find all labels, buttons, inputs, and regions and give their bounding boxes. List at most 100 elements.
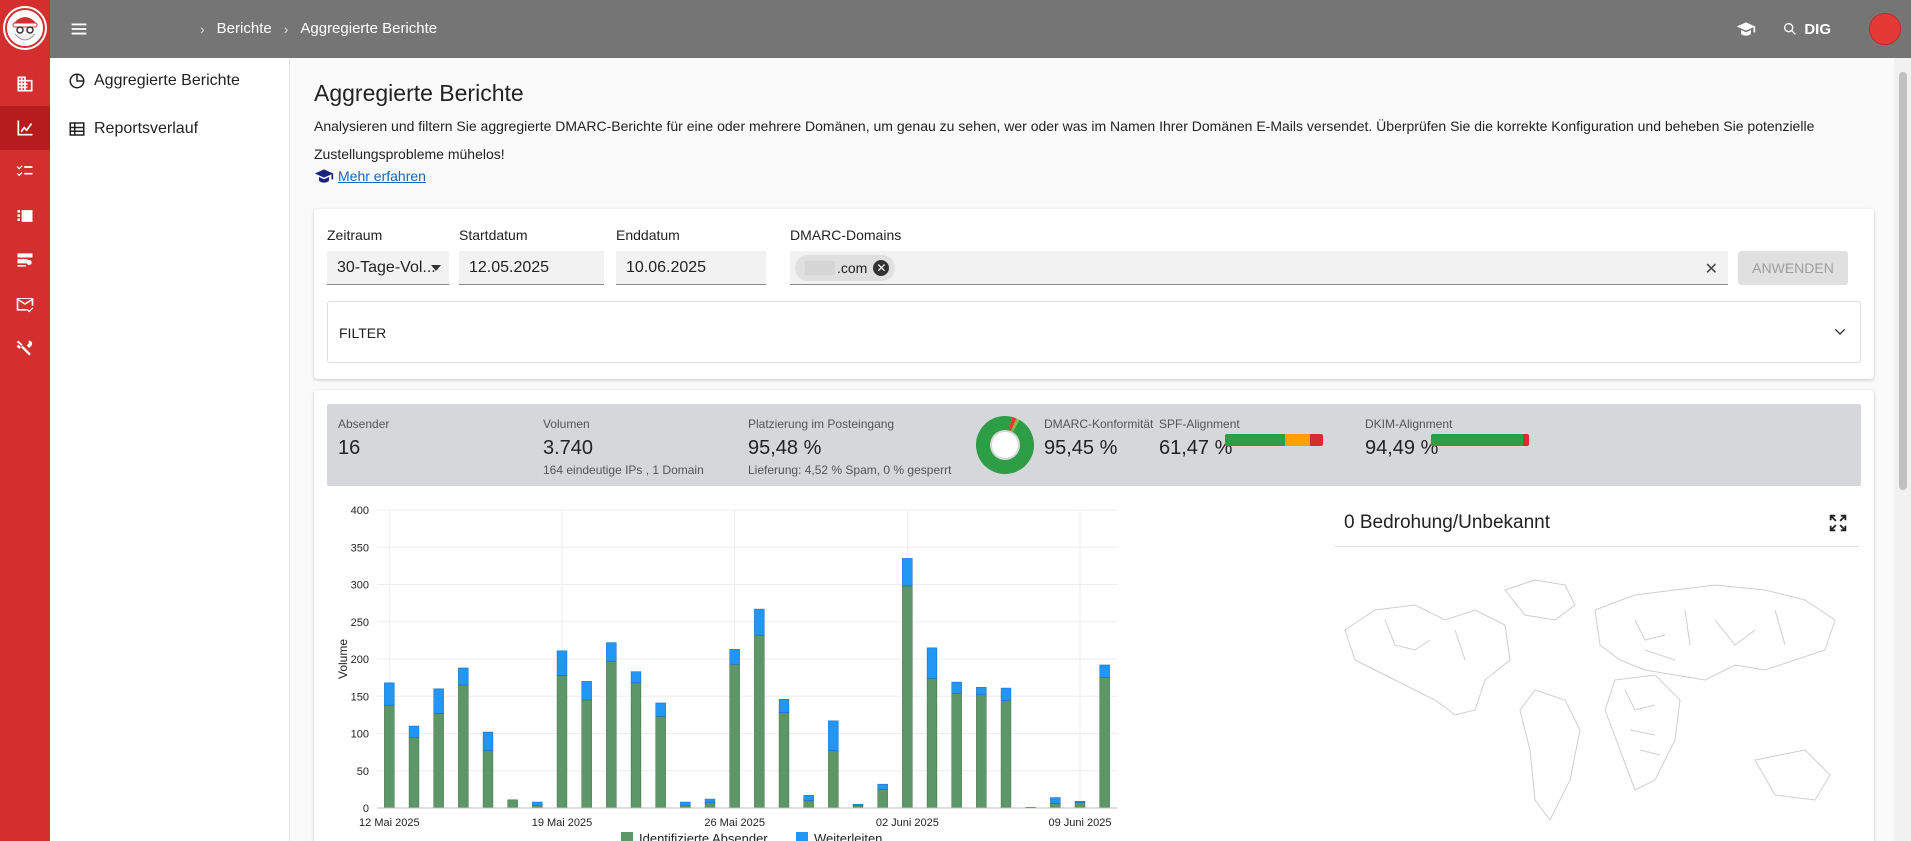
rail-list-button[interactable] xyxy=(0,194,50,238)
bar-forwarding[interactable] xyxy=(655,702,666,717)
bar-identified[interactable] xyxy=(482,750,494,809)
rail-tools-button[interactable] xyxy=(0,326,50,370)
bar-forwarding[interactable] xyxy=(680,801,691,807)
app-logo[interactable] xyxy=(3,6,47,50)
bar-forwarding[interactable] xyxy=(976,687,987,696)
line-chart-icon xyxy=(17,120,33,136)
start-date-field[interactable]: 12.05.2025 xyxy=(459,251,604,285)
bar-identified[interactable] xyxy=(1000,700,1012,809)
menu-icon[interactable] xyxy=(68,18,90,40)
bar-forwarding[interactable] xyxy=(778,698,790,713)
bar-forwarding[interactable] xyxy=(458,667,469,686)
clear-icon[interactable]: ✕ xyxy=(1704,261,1718,278)
bar-identified[interactable] xyxy=(951,693,962,809)
bar-identified[interactable] xyxy=(926,678,938,809)
search-button[interactable]: DIG xyxy=(1782,21,1831,38)
bar-forwarding[interactable] xyxy=(1074,801,1086,804)
bar-forwarding[interactable] xyxy=(1099,664,1110,678)
stat-label: Volumen xyxy=(543,417,590,431)
bar-forwarding[interactable] xyxy=(828,720,839,751)
legend-label[interactable]: Weiterleiten xyxy=(814,831,882,841)
filter-accordion[interactable]: FILTER xyxy=(327,301,1861,363)
breadcrumb-berichte[interactable]: Berichte xyxy=(216,20,272,37)
bar-forwarding[interactable] xyxy=(1050,797,1061,804)
stat-senders: Absender 16 xyxy=(338,417,389,460)
bar-forwarding[interactable] xyxy=(408,725,420,738)
page-scrollbar[interactable] xyxy=(1894,58,1911,841)
bar-identified[interactable] xyxy=(729,663,740,809)
rail-server-settings-button[interactable] xyxy=(0,238,50,282)
bar-forwarding[interactable] xyxy=(532,801,543,807)
bar-identified[interactable] xyxy=(803,800,814,809)
bar-identified[interactable] xyxy=(778,712,790,809)
bar-identified[interactable] xyxy=(458,684,469,809)
bar-identified[interactable] xyxy=(976,694,987,809)
bar-forwarding[interactable] xyxy=(556,650,568,676)
chip-remove-icon[interactable]: ✕ xyxy=(873,259,890,276)
bar-identified[interactable] xyxy=(630,682,642,809)
bar-identified[interactable] xyxy=(902,585,913,809)
bar-forwarding[interactable] xyxy=(1000,687,1012,701)
fullscreen-icon[interactable] xyxy=(1827,512,1849,534)
bar-forwarding[interactable] xyxy=(482,731,494,751)
domains-field[interactable]: .com ✕ ✕ xyxy=(790,251,1728,285)
bar-forwarding[interactable] xyxy=(581,681,592,701)
bar-identified[interactable] xyxy=(1050,803,1061,809)
rail-mail-button[interactable] xyxy=(0,282,50,326)
legend-label[interactable]: Identifizierte Absender xyxy=(639,831,768,841)
legend-swatch[interactable] xyxy=(621,832,633,841)
scrollbar-thumb[interactable] xyxy=(1899,72,1907,490)
bar-identified[interactable] xyxy=(1099,677,1110,809)
period-select[interactable]: 30-Tage-Vol... xyxy=(327,251,449,285)
spf-alignment-bar xyxy=(1225,434,1323,446)
bar-identified[interactable] xyxy=(507,799,518,809)
sidenav-item-report-history[interactable]: Reportsverlauf xyxy=(68,120,198,138)
bar-identified[interactable] xyxy=(655,716,666,809)
end-date-field[interactable]: 10.06.2025 xyxy=(616,251,766,285)
bar-forwarding[interactable] xyxy=(606,642,617,662)
start-date-value: 12.05.2025 xyxy=(469,258,550,276)
bar-forwarding[interactable] xyxy=(803,795,814,801)
bar-identified[interactable] xyxy=(704,802,716,809)
bar-forwarding[interactable] xyxy=(754,608,765,636)
bar-identified[interactable] xyxy=(828,750,839,809)
domain-chip[interactable]: .com ✕ xyxy=(795,254,896,281)
bar-forwarding[interactable] xyxy=(433,688,444,714)
bar-identified[interactable] xyxy=(877,789,888,809)
bar-identified[interactable] xyxy=(433,713,444,809)
rail-reports-button[interactable] xyxy=(0,106,50,150)
bar-forwarding[interactable] xyxy=(630,671,642,684)
bar-forwarding[interactable] xyxy=(902,558,913,587)
graduation-cap-icon[interactable] xyxy=(1736,19,1756,39)
avatar[interactable] xyxy=(1869,13,1901,45)
bar-identified[interactable] xyxy=(556,675,568,809)
bar-forwarding[interactable] xyxy=(951,681,962,694)
breadcrumb-current: Aggregierte Berichte xyxy=(300,20,438,37)
breadcrumb-separator: › xyxy=(283,20,289,37)
stat-value: 3.740 xyxy=(543,437,594,459)
x-tick-label: 02 Juni 2025 xyxy=(876,817,939,829)
apply-button[interactable]: ANWENDEN xyxy=(1738,251,1848,285)
bar-forwarding[interactable] xyxy=(877,783,888,790)
sidenav-item-aggregate-reports[interactable]: Aggregierte Berichte xyxy=(68,72,240,90)
learn-more-link[interactable]: Mehr erfahren xyxy=(314,166,426,186)
rail-checklist-button[interactable] xyxy=(0,150,50,194)
rail-domains-button[interactable] xyxy=(0,62,50,106)
bar-forwarding[interactable] xyxy=(852,804,864,807)
stat-label: SPF-Alignment xyxy=(1159,417,1240,431)
bar-forwarding[interactable] xyxy=(729,649,740,665)
building-icon xyxy=(17,76,33,92)
bar-identified[interactable] xyxy=(408,736,420,809)
santa-logo-icon xyxy=(5,8,45,48)
bar-forwarding[interactable] xyxy=(384,682,395,706)
bar-forwarding[interactable] xyxy=(926,647,938,679)
bar-identified[interactable] xyxy=(1074,802,1086,809)
bar-identified[interactable] xyxy=(754,634,765,809)
legend-swatch[interactable] xyxy=(796,832,808,841)
stat-value: 16 xyxy=(338,437,361,459)
bar-forwarding[interactable] xyxy=(704,798,716,804)
bar-identified[interactable] xyxy=(581,699,592,809)
bar-identified[interactable] xyxy=(606,660,617,809)
bar-identified[interactable] xyxy=(384,704,395,809)
main-content: Aggregierte Berichte Analysieren und fil… xyxy=(291,58,1894,841)
